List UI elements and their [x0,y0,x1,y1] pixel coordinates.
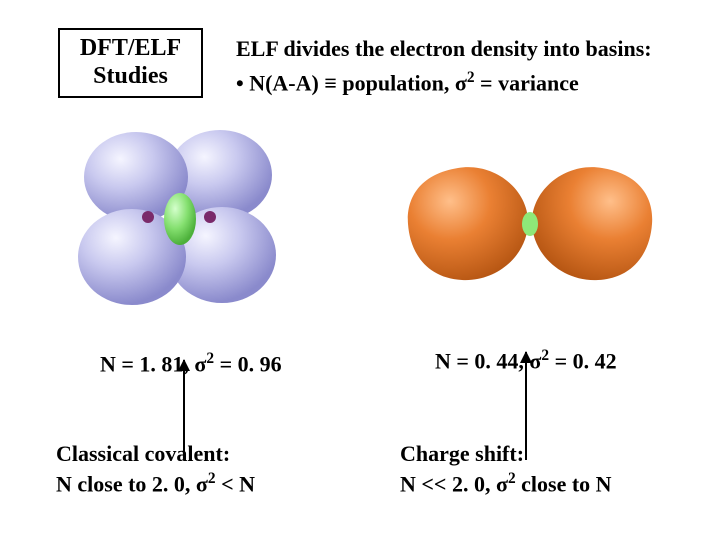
left-orbital-graphic [70,125,290,315]
footer-left-pre: N close to 2. 0, σ [56,471,208,496]
right-caption-sup: 2 [541,347,549,364]
footer-right-line2: N << 2. 0, σ2 close to N [400,469,612,499]
right-caption-pre: N = 0. 44, σ [435,348,541,373]
footer-right-post: close to N [516,471,612,496]
footer-right-line1: Charge shift: [400,440,612,469]
footer-left-post: < N [216,471,255,496]
left-caption-pre: N = 1. 81, σ [100,351,206,376]
desc-bullet-tail: = variance [475,70,579,95]
left-caption-sup: 2 [206,350,214,367]
footer-right-pre: N << 2. 0, σ [400,471,508,496]
right-caption: N = 0. 44, σ2 = 0. 42 [435,347,617,374]
footer-right-sup: 2 [508,470,516,487]
desc-bullet-pre: • N(A-A) ≡ population, σ [236,70,467,95]
footer-left-line1: Classical covalent: [56,440,255,469]
title-line2: Studies [93,63,168,91]
title-line1: DFT/ELF [80,35,181,63]
title-box: DFT/ELF Studies [58,28,203,98]
desc-line1: ELF divides the electron density into ba… [236,34,652,64]
desc-bullet-sup: 2 [467,69,475,86]
figure-area [0,120,720,350]
footer-left-line2: N close to 2. 0, σ2 < N [56,469,255,499]
left-caption: N = 1. 81, σ2 = 0. 96 [100,350,282,377]
footer-right: Charge shift: N << 2. 0, σ2 close to N [400,440,612,499]
footer-left-sup: 2 [208,470,216,487]
right-caption-post: = 0. 42 [549,348,617,373]
desc-bullet: • N(A-A) ≡ population, σ2 = variance [236,68,652,98]
right-orbital-graphic [400,150,660,300]
left-caption-post: = 0. 96 [214,351,282,376]
description: ELF divides the electron density into ba… [236,34,652,98]
footer-left: Classical covalent: N close to 2. 0, σ2 … [56,440,255,499]
